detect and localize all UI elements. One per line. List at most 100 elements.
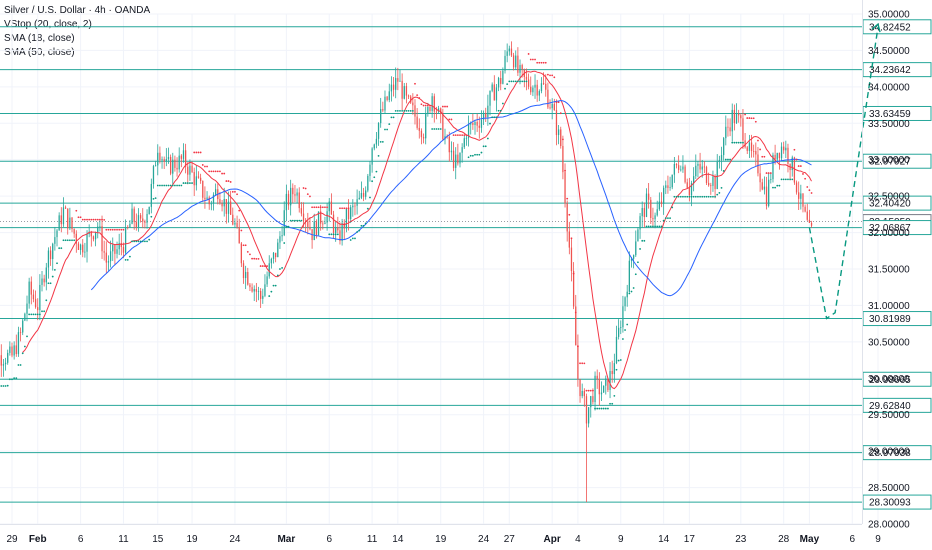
vstop-dot (101, 218, 103, 221)
vstop-dot (754, 120, 757, 123)
candle-body (4, 362, 7, 365)
candle-body (515, 55, 517, 68)
vstop-dot (600, 407, 603, 410)
vstop-dot (564, 169, 566, 172)
vstop-dot (544, 61, 547, 64)
vstop-dot (463, 134, 466, 137)
y-tick-label-8: 32.00000 (868, 228, 910, 239)
vstop-dot (426, 104, 429, 107)
vstop-dot (630, 290, 633, 293)
vstop-dot (234, 190, 236, 193)
vstop-dot (113, 228, 116, 231)
candle-body (101, 226, 103, 252)
vstop-dot (491, 116, 494, 119)
vstop-dot (660, 225, 663, 228)
candle-body (167, 156, 170, 160)
vstop-dot (231, 190, 234, 193)
candle-body (163, 159, 165, 162)
candle-body (772, 154, 774, 180)
vstop-dot (810, 192, 813, 194)
y-axis: 28.00000 28.50000 29.00000 29.50000 30.00000… (862, 0, 910, 531)
candle-body (13, 345, 15, 356)
vstop-dot (519, 80, 521, 83)
candle-body (654, 215, 656, 220)
vstop-dot (362, 224, 365, 227)
candle-body (384, 96, 386, 111)
vstop-dot (718, 192, 721, 194)
candle-body (585, 396, 588, 424)
vstop-dot (776, 184, 779, 187)
candle-body (534, 84, 536, 88)
candle-body (317, 211, 320, 236)
vstop-dot (707, 195, 710, 198)
vstop-dot (467, 156, 470, 159)
vstop-dot (45, 299, 48, 302)
candle-body (459, 152, 461, 164)
candle-body (341, 222, 343, 242)
vstop-dot (105, 228, 108, 231)
candle-body (206, 197, 208, 200)
vstop-dot (180, 184, 183, 187)
candle-body (615, 336, 618, 364)
candle-body (150, 183, 152, 207)
vstop-dot (49, 282, 52, 285)
candle-body (298, 192, 300, 209)
level-label-9: 29.62840 (869, 401, 911, 412)
vstop-dot (585, 389, 588, 392)
projection-layer (808, 22, 881, 320)
candle-body (360, 193, 363, 198)
candle-body (774, 154, 776, 160)
x-tick-label-12: 24 (478, 534, 490, 545)
candle-body (354, 205, 356, 207)
candle-body (637, 229, 639, 242)
candle-body (390, 84, 393, 92)
candle-body (37, 307, 39, 311)
vstop-dot (804, 177, 807, 180)
candle-body (45, 267, 47, 283)
candle-body (463, 138, 465, 148)
vstop-dot (58, 247, 61, 250)
candle-body (540, 83, 543, 92)
candle-body (542, 83, 545, 85)
level-label-7: 30.81989 (869, 314, 911, 325)
vstop-dot (356, 231, 359, 233)
vstop-dot (454, 134, 457, 137)
vstop-dot (418, 97, 421, 99)
x-tick-label-23: 9 (875, 534, 881, 545)
vstop-dot (808, 189, 811, 192)
grid-layer (0, 13, 879, 525)
candle-body (356, 199, 358, 206)
vstop-dot (242, 244, 245, 247)
candle-body (639, 216, 641, 230)
vstop-dot (587, 389, 590, 392)
level-label-6: 32.06867 (869, 223, 911, 234)
candle-body (294, 194, 296, 196)
vstop-dot (83, 218, 86, 221)
y-tick-label-9: 32.50000 (868, 192, 910, 203)
candle-body (300, 208, 303, 214)
vstop-dot (478, 153, 481, 156)
vstop-dot (364, 222, 367, 225)
vstop-dot (199, 151, 202, 154)
vstop-dot (281, 267, 283, 269)
vstop-dot (583, 362, 586, 365)
vstop-dot (656, 225, 659, 228)
candle-body (118, 242, 120, 250)
candle-body (157, 152, 159, 166)
candle-body (54, 237, 56, 244)
candle-body (388, 91, 390, 100)
candle-body (577, 345, 579, 380)
candle-body (635, 241, 637, 256)
candle-body (521, 65, 523, 70)
vstop-dot (268, 295, 271, 297)
vstop-dot (542, 61, 545, 64)
vstop-dot (182, 182, 185, 184)
candle-body (422, 137, 425, 139)
vstop-dot (319, 206, 322, 209)
vstop-dot (598, 407, 601, 410)
candle-body (28, 281, 30, 304)
candle-body (656, 209, 658, 216)
candle-body (2, 364, 5, 366)
candle-body (688, 187, 691, 196)
